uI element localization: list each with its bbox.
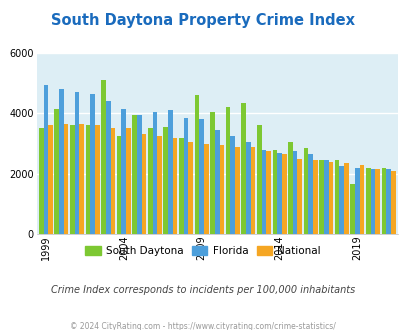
Bar — [256, 125, 261, 234]
Bar — [210, 112, 214, 234]
Bar — [272, 149, 277, 234]
Bar — [132, 115, 136, 234]
Bar — [312, 160, 317, 234]
Bar — [241, 103, 245, 234]
Bar — [370, 169, 374, 234]
Bar — [292, 151, 297, 234]
Bar — [339, 166, 343, 234]
Bar — [110, 128, 115, 234]
Bar — [234, 147, 239, 234]
Bar — [245, 142, 250, 234]
Bar — [64, 124, 68, 234]
Bar — [307, 154, 312, 234]
Bar — [230, 136, 234, 234]
Text: © 2024 CityRating.com - https://www.cityrating.com/crime-statistics/: © 2024 CityRating.com - https://www.city… — [70, 322, 335, 330]
Bar — [95, 125, 99, 234]
Bar — [117, 136, 121, 234]
Legend: South Daytona, Florida, National: South Daytona, Florida, National — [81, 242, 324, 260]
Bar — [136, 115, 141, 234]
Bar — [183, 118, 188, 234]
Bar — [297, 159, 301, 234]
Bar — [214, 130, 219, 234]
Bar — [328, 162, 333, 234]
Bar — [303, 148, 307, 234]
Bar — [343, 163, 348, 234]
Bar — [39, 128, 43, 234]
Bar — [266, 151, 270, 234]
Bar — [199, 119, 203, 234]
Bar — [106, 101, 110, 234]
Bar — [173, 138, 177, 234]
Bar — [48, 125, 53, 234]
Bar — [194, 95, 199, 234]
Bar — [250, 147, 255, 234]
Bar — [121, 109, 126, 234]
Bar — [390, 171, 394, 234]
Bar — [359, 165, 364, 234]
Bar — [85, 125, 90, 234]
Bar — [157, 136, 162, 234]
Bar — [79, 124, 84, 234]
Bar — [179, 138, 183, 234]
Bar — [385, 169, 390, 234]
Bar — [59, 89, 64, 234]
Bar — [90, 94, 95, 234]
Text: Crime Index corresponds to incidents per 100,000 inhabitants: Crime Index corresponds to incidents per… — [51, 285, 354, 295]
Bar — [323, 160, 328, 234]
Bar — [288, 142, 292, 234]
Bar — [101, 80, 106, 234]
Bar — [152, 112, 157, 234]
Bar — [277, 152, 281, 234]
Bar — [350, 184, 354, 234]
Bar — [141, 134, 146, 234]
Bar — [365, 168, 370, 234]
Bar — [219, 145, 224, 234]
Bar — [334, 160, 339, 234]
Bar — [168, 110, 173, 234]
Bar — [75, 92, 79, 234]
Bar — [163, 127, 168, 234]
Bar — [354, 168, 359, 234]
Bar — [203, 144, 208, 234]
Bar — [261, 149, 266, 234]
Bar — [147, 128, 152, 234]
Bar — [381, 168, 385, 234]
Bar — [318, 160, 323, 234]
Bar — [188, 142, 193, 234]
Bar — [374, 169, 379, 234]
Bar — [126, 128, 130, 234]
Text: South Daytona Property Crime Index: South Daytona Property Crime Index — [51, 13, 354, 28]
Bar — [225, 107, 230, 234]
Bar — [281, 154, 286, 234]
Bar — [54, 109, 59, 234]
Bar — [43, 84, 48, 234]
Bar — [70, 125, 75, 234]
